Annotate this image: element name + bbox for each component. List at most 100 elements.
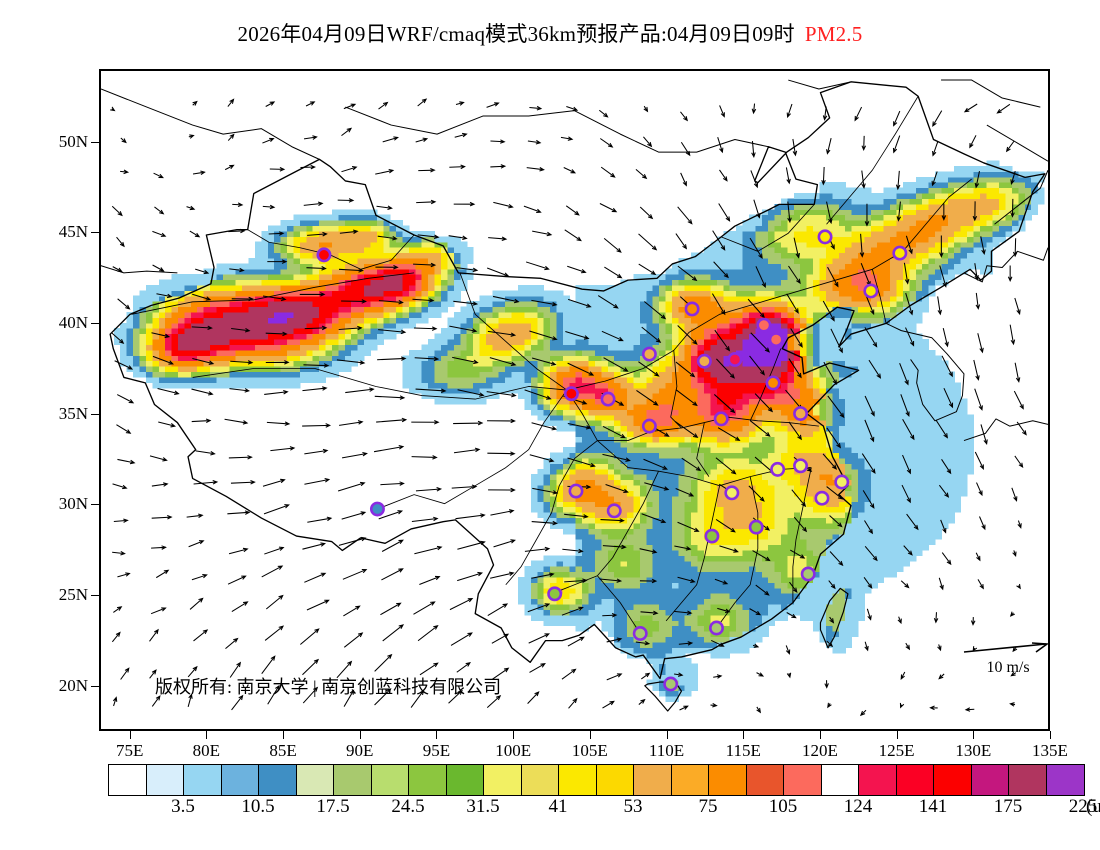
colorbar-cell-2	[184, 765, 222, 795]
station-marker[interactable]	[641, 346, 657, 362]
station-marker[interactable]	[800, 566, 816, 582]
x-tick-125E	[896, 731, 898, 739]
y-label-35N: 35N	[58, 403, 88, 423]
station-marker[interactable]	[696, 353, 712, 369]
wind-vector-layer	[110, 98, 1027, 717]
colorbar-cell-0	[109, 765, 147, 795]
y-label-30N: 30N	[58, 494, 88, 514]
title-main-text: 2026年04月09日WRF/cmaq模式36km预报产品:04月09日09时	[237, 22, 795, 46]
station-marker[interactable]	[765, 375, 781, 391]
station-marker[interactable]	[563, 386, 579, 402]
page-title: 2026年04月09日WRF/cmaq模式36km预报产品:04月09日09时 P…	[0, 18, 1100, 48]
colorbar-tick-175: 175	[993, 796, 1023, 817]
pm25-contour-map	[101, 71, 1048, 729]
colorbar-cell-16	[709, 765, 747, 795]
concentration-contour-layer	[113, 160, 1045, 702]
colorbar-cell-11	[521, 765, 559, 795]
station-marker[interactable]	[724, 485, 740, 501]
colorbar-cell-12	[559, 765, 597, 795]
station-marker[interactable]	[641, 418, 657, 434]
colorbar-cell-3	[221, 765, 259, 795]
station-marker[interactable]	[756, 317, 772, 333]
x-label-110E: 110E	[648, 741, 685, 760]
station-marker[interactable]	[369, 501, 385, 517]
colorbar-tick-24.5: 24.5	[391, 796, 425, 817]
colorbar-cell-9	[446, 765, 484, 795]
wind-arrow-icon	[963, 642, 1050, 653]
station-marker[interactable]	[713, 411, 729, 427]
colorbar-tick-10.5: 10.5	[241, 796, 275, 817]
title-species-label: PM2.5	[804, 22, 863, 46]
x-label-105E: 105E	[571, 741, 608, 760]
x-tick-85E	[283, 731, 285, 739]
y-tick-30N	[91, 504, 99, 506]
y-label-25N: 25N	[58, 584, 88, 604]
colorbar-cell-15	[671, 765, 709, 795]
x-label-85E: 85E	[269, 741, 297, 760]
colorbar-cell-13	[596, 765, 634, 795]
copyright-watermark: 版权所有: 南京大学 | 南京创蓝科技有限公司	[155, 677, 502, 697]
station-marker[interactable]	[814, 490, 830, 506]
x-tick-75E	[129, 731, 131, 739]
station-marker[interactable]	[892, 245, 908, 261]
colorbar-cell-4	[259, 765, 297, 795]
station-marker[interactable]	[600, 391, 616, 407]
station-marker[interactable]	[748, 519, 764, 535]
colorbar-cell-8	[409, 765, 447, 795]
station-marker[interactable]	[632, 626, 648, 641]
station-marker[interactable]	[704, 528, 720, 544]
colorbar-cell-21	[896, 765, 934, 795]
colorbar-cell-23	[971, 765, 1009, 795]
colorbar-tick-17.5: 17.5	[316, 796, 350, 817]
colorbar-cell-1	[146, 765, 184, 795]
station-marker[interactable]	[817, 229, 833, 245]
x-label-115E: 115E	[725, 741, 761, 760]
colorbar-units-label: (ug/m3)	[1086, 796, 1100, 817]
wind-scale-label: 10 m/s	[986, 659, 1030, 676]
x-label-75E: 75E	[115, 741, 144, 760]
station-marker[interactable]	[793, 406, 809, 421]
y-tick-25N	[91, 594, 99, 596]
station-marker[interactable]	[316, 247, 332, 263]
y-tick-35N	[91, 413, 99, 415]
x-label-130E: 130E	[955, 741, 992, 760]
station-marker[interactable]	[709, 620, 724, 636]
y-tick-20N	[91, 685, 99, 687]
x-tick-120E	[819, 731, 821, 739]
administrative-border-layer	[101, 79, 1048, 712]
x-tick-130E	[973, 731, 975, 739]
x-tick-95E	[436, 731, 438, 739]
x-tick-115E	[743, 731, 745, 739]
station-marker[interactable]	[663, 676, 679, 692]
station-marker[interactable]	[793, 458, 809, 474]
wind-scale-key: 10 m/s	[962, 640, 1054, 677]
y-label-50N: 50N	[58, 131, 88, 151]
y-tick-45N	[91, 232, 99, 234]
colorbar-tick-225: 225	[1068, 796, 1098, 817]
map-plot-frame	[99, 69, 1050, 731]
colorbar-tick-31.5: 31.5	[466, 796, 500, 817]
x-label-100E: 100E	[495, 741, 532, 760]
x-tick-135E	[1050, 731, 1051, 739]
colorbar-cell-22	[934, 765, 972, 795]
station-marker[interactable]	[727, 351, 743, 367]
colorbar-cell-19	[822, 765, 859, 795]
x-label-135E: 135E	[1032, 741, 1068, 760]
y-label-45N: 45N	[58, 222, 88, 242]
station-marker[interactable]	[863, 283, 879, 299]
colorbar-cell-14	[634, 765, 672, 795]
station-marker[interactable]	[770, 461, 786, 477]
observation-station-layer	[316, 229, 908, 692]
colorbar-tick-3.5: 3.5	[171, 796, 195, 817]
station-marker[interactable]	[547, 586, 563, 602]
station-marker[interactable]	[684, 301, 700, 317]
y-label-20N: 20N	[58, 675, 88, 695]
x-label-95E: 95E	[422, 741, 451, 760]
station-marker[interactable]	[768, 332, 784, 348]
station-marker[interactable]	[606, 503, 622, 519]
station-marker[interactable]	[834, 474, 850, 490]
colorbar-cell-18	[784, 765, 822, 795]
colorbar-cell-24	[1009, 765, 1047, 795]
colorbar-cell-25	[1046, 765, 1084, 795]
station-marker[interactable]	[568, 483, 584, 499]
